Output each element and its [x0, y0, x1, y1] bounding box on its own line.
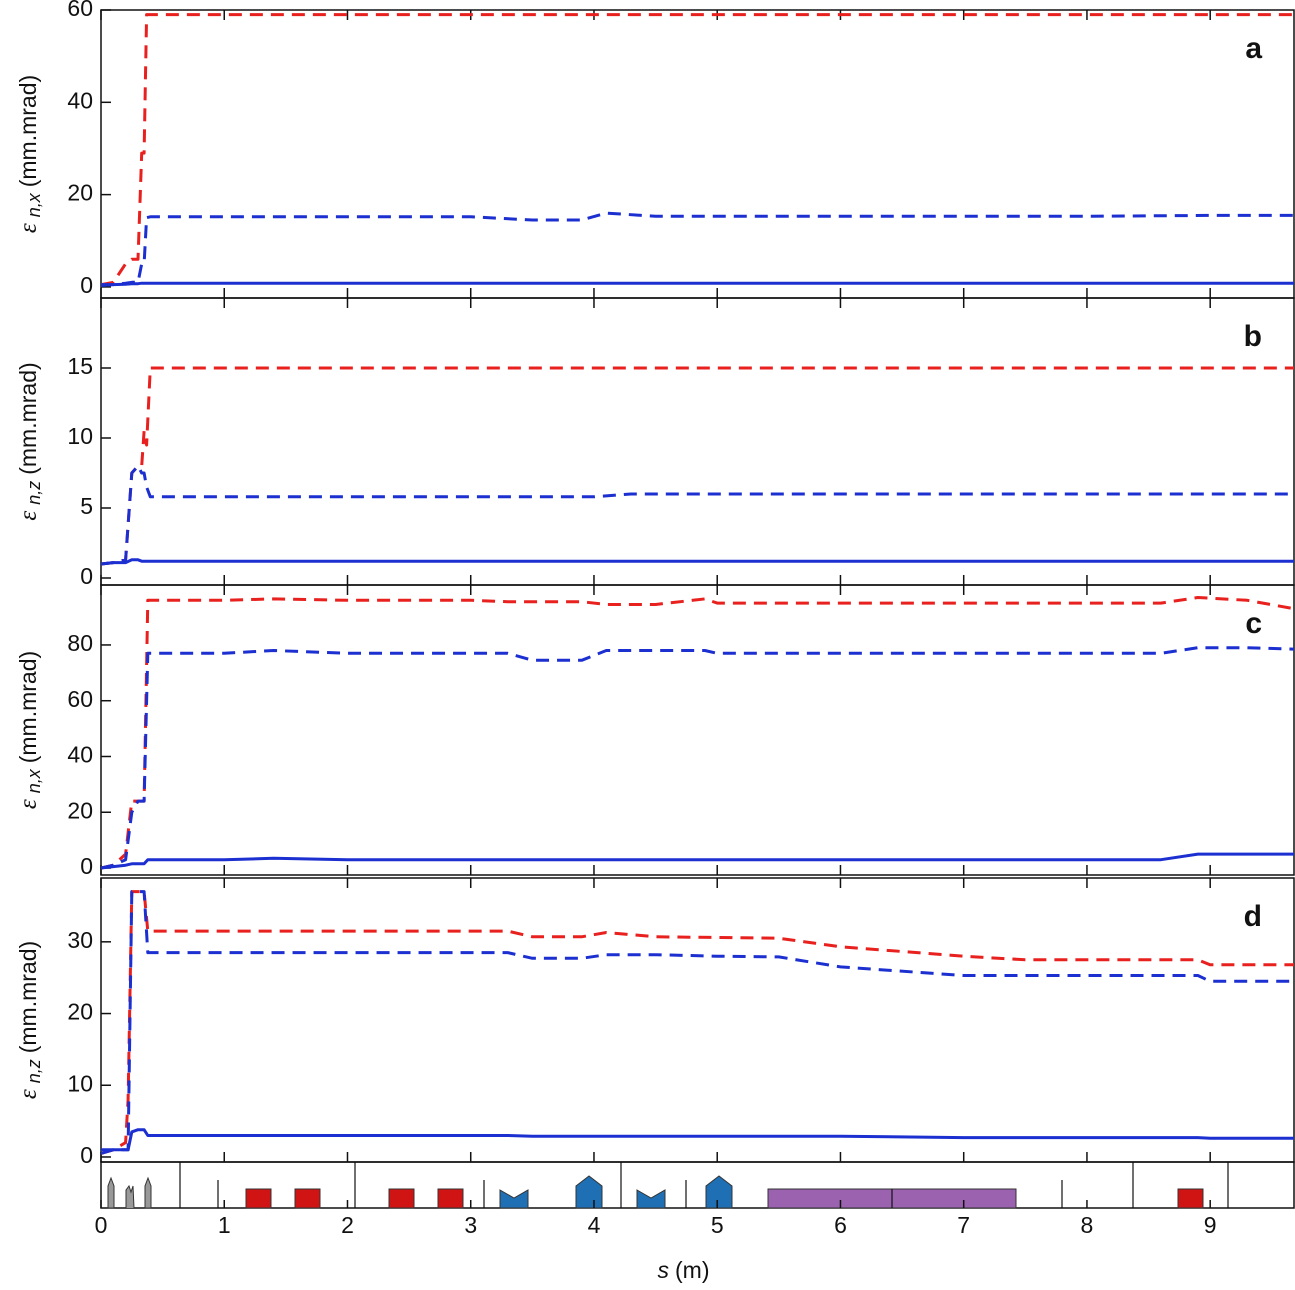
- schematic-magnets: [245, 1188, 1204, 1209]
- ylabel-symbol: ε: [15, 511, 42, 521]
- x-tick-label: 4: [588, 1212, 601, 1238]
- series-group: [101, 596, 1294, 870]
- x-tick-label: 6: [834, 1212, 847, 1238]
- ylabel-symbol: ε: [15, 799, 42, 809]
- y-tick-label: 0: [80, 563, 93, 589]
- line-series: [101, 464, 1294, 566]
- y-tick-label: 20: [67, 797, 93, 823]
- y-tick-label: 15: [67, 353, 93, 379]
- line-series: [101, 211, 1294, 287]
- ylabel-subscript: n,z: [24, 481, 44, 505]
- y-tick-label: 5: [80, 493, 93, 519]
- x-tick-label: 1: [218, 1212, 231, 1238]
- series-group: [101, 13, 1294, 287]
- y-tick-label: 40: [67, 87, 93, 113]
- x-tick-label: 9: [1204, 1212, 1217, 1238]
- line-series: [101, 558, 1294, 566]
- line-series: [101, 890, 1294, 1155]
- line-series: [101, 646, 1294, 870]
- panel-label: a: [1245, 32, 1262, 65]
- y-tick-label: 20: [67, 180, 93, 206]
- ylabel-unit: (mm.mrad): [15, 75, 41, 187]
- x-tick-label: 8: [1081, 1212, 1094, 1238]
- x-tick-label: 5: [711, 1212, 724, 1238]
- schematic-gun: [107, 1176, 152, 1209]
- line-series: [101, 281, 1294, 287]
- ylabel-subscript: n,x: [24, 768, 44, 793]
- y-axis-label: ε n,z (mm.mrad): [15, 941, 44, 1099]
- line-series: [101, 13, 1294, 287]
- y-axis-label: ε n,x (mm.mrad): [15, 651, 44, 809]
- y-tick-label: 0: [80, 853, 93, 879]
- schematic-dividers: [179, 1162, 1229, 1208]
- y-tick-label: 30: [67, 927, 93, 953]
- ylabel-unit: (mm.mrad): [15, 362, 41, 474]
- y-axis-label: ε n,x (mm.mrad): [15, 75, 44, 233]
- series-group: [101, 366, 1294, 566]
- schematic-frame: [100, 1161, 1295, 1209]
- ylabel-unit: (mm.mrad): [15, 651, 41, 763]
- y-tick-label: 60: [67, 0, 93, 21]
- ylabel-unit: (mm.mrad): [15, 941, 41, 1053]
- y-tick-label: 40: [67, 742, 93, 768]
- line-series: [101, 852, 1294, 870]
- y-axis-label: ε n,z (mm.mrad): [15, 362, 44, 520]
- schematic-quads: [499, 1175, 733, 1209]
- panel-label: d: [1244, 900, 1262, 933]
- ylabel-symbol: ε: [15, 1089, 42, 1099]
- xlabel-unit: (m): [675, 1257, 709, 1283]
- y-tick-label: 10: [67, 1070, 93, 1096]
- line-series: [101, 890, 1294, 1155]
- panel-label: c: [1245, 607, 1262, 640]
- y-tick-label: 0: [80, 272, 93, 298]
- x-tick-label: 7: [957, 1212, 970, 1238]
- y-tick-label: 0: [80, 1142, 93, 1168]
- ylabel-subscript: n,x: [24, 192, 44, 217]
- ylabel-subscript: n,z: [24, 1059, 44, 1083]
- panel-frame: [100, 584, 1295, 876]
- panel-frame: [100, 877, 1295, 1163]
- ylabel-symbol: ε: [15, 223, 42, 233]
- xlabel-symbol: s: [658, 1257, 670, 1283]
- panel-label: b: [1244, 320, 1262, 353]
- x-axis-label: s (m): [658, 1257, 710, 1283]
- x-tick-label: 0: [95, 1212, 108, 1238]
- x-tick-label: 3: [464, 1212, 477, 1238]
- panel-frame: [100, 297, 1295, 586]
- y-tick-label: 60: [67, 686, 93, 712]
- y-tick-label: 20: [67, 999, 93, 1025]
- panel-frame: [100, 9, 1295, 299]
- line-series: [101, 366, 1294, 566]
- beamline-schematic: [100, 1161, 1295, 1209]
- y-tick-label: 10: [67, 423, 93, 449]
- line-series: [101, 596, 1294, 870]
- series-group: [101, 890, 1294, 1155]
- line-series: [101, 1128, 1294, 1152]
- y-tick-label: 80: [67, 630, 93, 656]
- x-tick-label: 2: [341, 1212, 354, 1238]
